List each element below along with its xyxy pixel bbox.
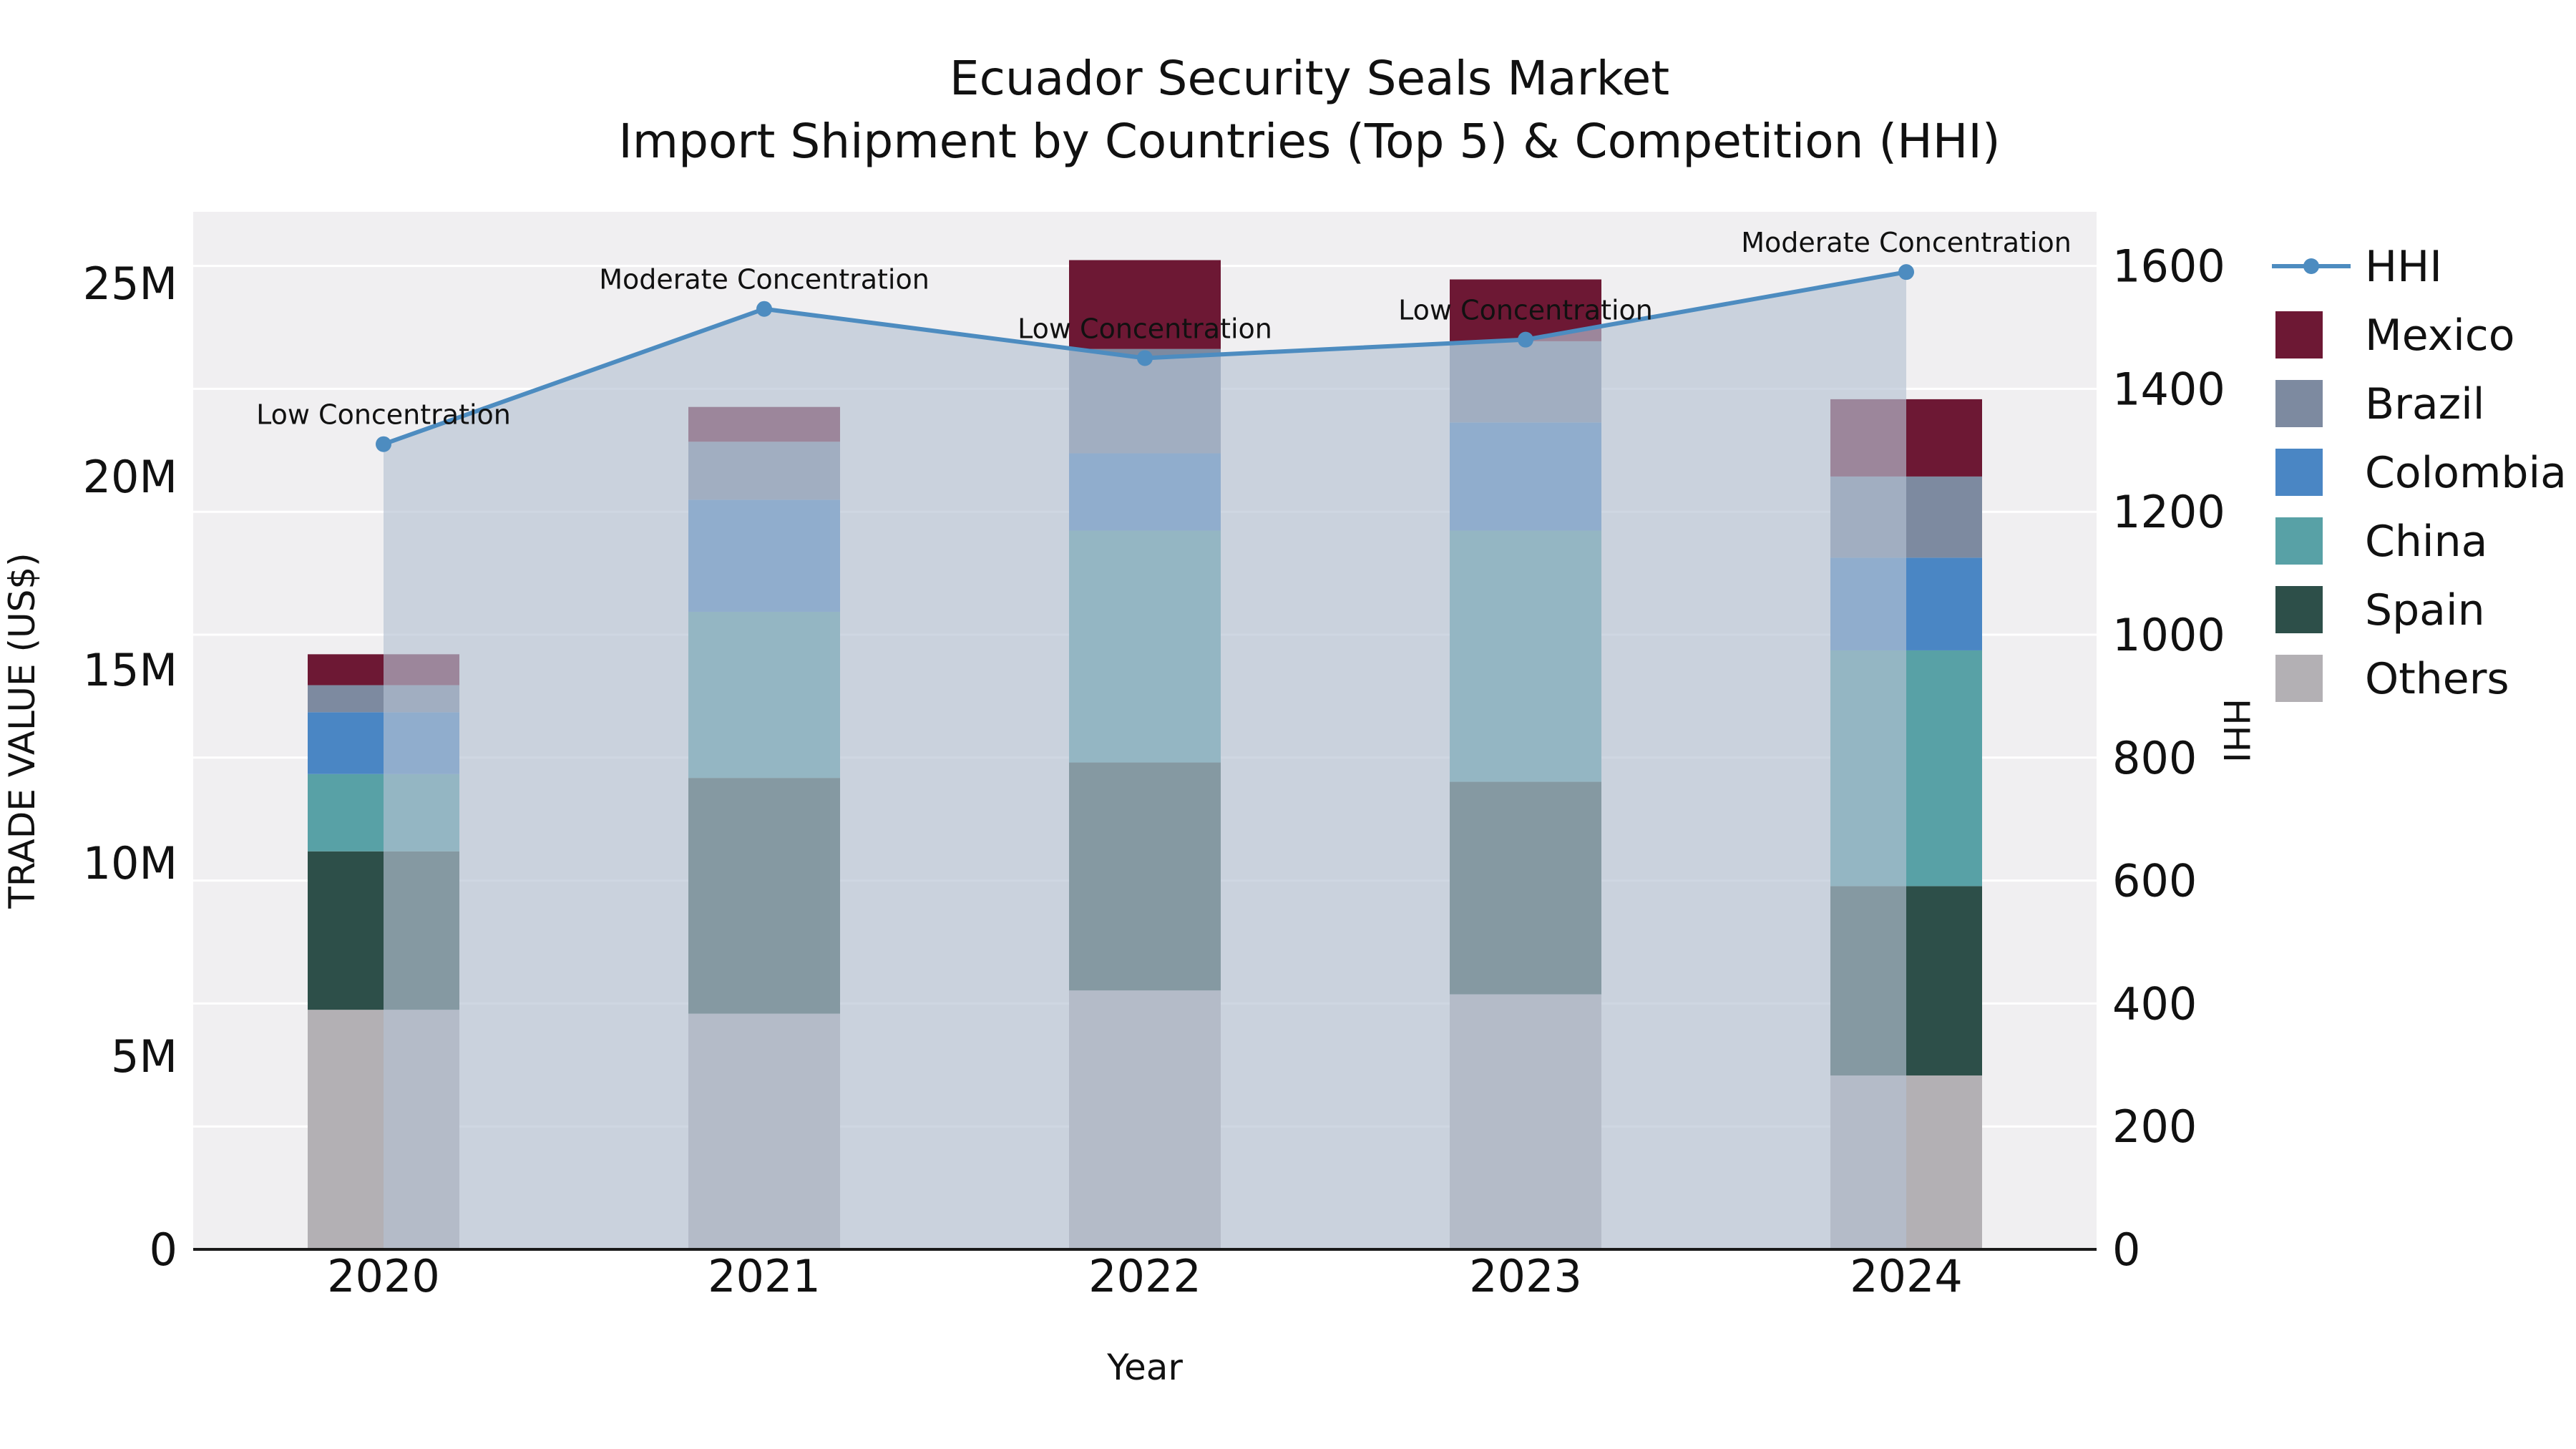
legend-item-colombia: Colombia <box>2275 448 2567 498</box>
legend-line-marker <box>2303 258 2319 274</box>
y-left-tick-label: 25M <box>83 258 177 310</box>
y-right-tick-label: 1600 <box>2112 240 2225 293</box>
y-right-tick-label: 400 <box>2112 977 2197 1030</box>
legend-label: Others <box>2365 654 2509 704</box>
legend-label: Colombia <box>2365 448 2567 498</box>
annotation-layer: Low Concentration Moderate Concentration L… <box>256 227 2072 431</box>
hhi-point-2022 <box>1137 350 1153 366</box>
x-tick-label: 2020 <box>327 1250 440 1302</box>
x-tick-label: 2023 <box>1469 1250 1582 1302</box>
hhi-annotation: Moderate Concentration <box>1741 227 2072 258</box>
legend-item-spain: Spain <box>2275 585 2485 635</box>
legend-label: China <box>2365 517 2487 567</box>
legend-item-china: China <box>2275 517 2487 567</box>
hhi-area-layer <box>384 272 1906 1249</box>
x-tick-label: 2024 <box>1850 1250 1963 1302</box>
y-right-tick-label: 200 <box>2112 1101 2197 1153</box>
chart-title: Ecuador Security Seals Market <box>950 51 1669 106</box>
legend-item-mexico: Mexico <box>2275 311 2515 361</box>
legend-label: Brazil <box>2365 379 2484 429</box>
y-axis-left-title: TRADE VALUE (US$) <box>1 552 43 909</box>
hhi-annotation: Moderate Concentration <box>599 264 930 296</box>
axes-layer: 0 5M 10M 15M 20M 25M 0 200 400 600 800 1000 1200 1400… <box>83 240 2225 1302</box>
legend-swatch <box>2275 517 2323 565</box>
bar-segment-mexico-2022 <box>1069 260 1221 349</box>
hhi-point-2021 <box>756 301 772 317</box>
legend-item-others: Others <box>2275 654 2509 704</box>
y-right-tick-label: 0 <box>2112 1224 2140 1276</box>
y-right-tick-label: 800 <box>2112 732 2197 784</box>
hhi-annotation: Low Concentration <box>256 399 511 431</box>
legend-swatch <box>2275 449 2323 496</box>
y-right-tick-label: 1000 <box>2112 609 2225 661</box>
hhi-line-layer <box>376 264 1914 452</box>
x-axis-title: Year <box>1106 1347 1183 1388</box>
legend-label: Spain <box>2365 585 2485 635</box>
y-left-tick-label: 0 <box>150 1224 177 1276</box>
chart-subtitle: Import Shipment by Countries (Top 5) & C… <box>618 114 2000 169</box>
hhi-area <box>384 272 1906 1249</box>
y-right-tick-label: 1400 <box>2112 363 2225 415</box>
legend-item-hhi: HHI <box>2272 242 2442 292</box>
x-tick-label: 2022 <box>1088 1250 1201 1302</box>
legend-swatch <box>2275 311 2323 358</box>
legend-swatch <box>2275 655 2323 702</box>
y-left-tick-label: 20M <box>83 451 177 503</box>
hhi-point-2020 <box>376 436 391 452</box>
hhi-annotation: Low Concentration <box>1018 313 1272 344</box>
legend-item-brazil: Brazil <box>2275 379 2484 429</box>
legend: HHI Mexico Brazil Colombia China Spain Others <box>2272 242 2567 704</box>
legend-swatch <box>2275 586 2323 633</box>
y-left-tick-label: 15M <box>83 644 177 696</box>
x-tick-label: 2021 <box>708 1250 821 1302</box>
legend-label: HHI <box>2365 242 2442 292</box>
y-axis-right-title: HHI <box>2215 698 2257 763</box>
y-left-tick-label: 10M <box>83 837 177 889</box>
y-right-tick-label: 1200 <box>2112 486 2225 538</box>
hhi-point-2023 <box>1518 331 1533 348</box>
legend-swatch <box>2275 380 2323 427</box>
y-right-tick-label: 600 <box>2112 855 2197 907</box>
hhi-annotation: Low Concentration <box>1398 295 1653 326</box>
legend-label: Mexico <box>2365 311 2515 361</box>
y-left-tick-label: 5M <box>111 1030 177 1083</box>
hhi-point-2024 <box>1898 264 1914 280</box>
